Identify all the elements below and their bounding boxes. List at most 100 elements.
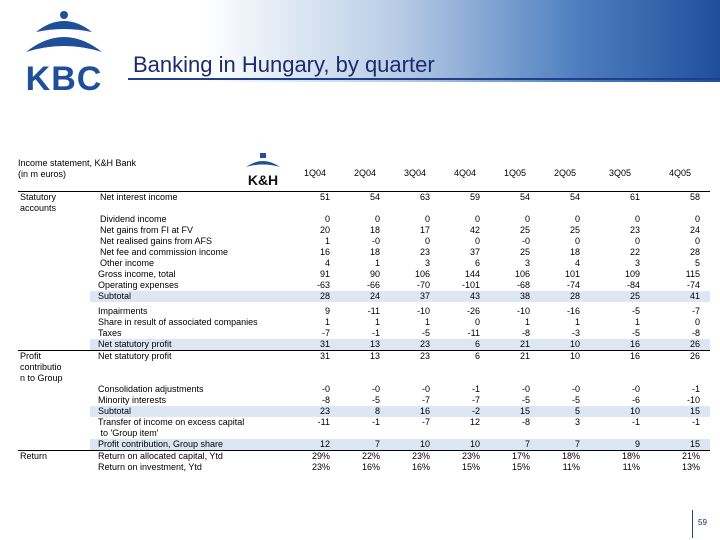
cell-value: 17% [490, 450, 540, 462]
cell-value: 0 [574, 214, 580, 224]
row-label: Gross income, total [98, 269, 176, 279]
row-label: Net realised gains from AFS [100, 236, 213, 246]
cell-value: -5 [421, 328, 430, 338]
cell-value: 1 [374, 317, 380, 327]
cell-value: -2 [440, 406, 490, 417]
cell-value: 28 [689, 247, 700, 257]
row-label: Subtotal [90, 291, 290, 302]
table-row: Net realised gains from AFS 1 -0 0 0 -0 0 0 0 [18, 236, 710, 247]
cell-value: 6 [440, 350, 490, 384]
cell-value: 0 [324, 214, 330, 224]
page-number: 59 [698, 518, 707, 527]
cell-value: 1 [324, 317, 330, 327]
cell-value: 3 [574, 417, 580, 427]
row-label: Net interest income [90, 191, 290, 214]
column-header: 3Q04 [403, 167, 427, 178]
column-header: 1Q05 [503, 167, 527, 178]
row-label: Net statutory profit [90, 350, 290, 384]
column-header: 4Q04 [453, 167, 477, 178]
row-label: Subtotal [90, 406, 290, 417]
cell-value: 0 [474, 214, 480, 224]
kh-logo-text: K&H [248, 172, 278, 188]
cell-value: -8 [521, 417, 530, 427]
cell-value: -6 [631, 395, 640, 405]
cell-value: 61 [590, 191, 650, 214]
cell-value: 63 [390, 191, 440, 214]
row-label: Dividend income [100, 214, 167, 224]
cell-value: -1 [371, 417, 380, 427]
cell-value: 54 [490, 191, 540, 214]
cell-value: 115 [685, 269, 700, 279]
row-label: Operating expenses [98, 280, 179, 290]
table-row: Consolidation adjustments -0 -0 -0 -1 -0 -0 -0 -… [18, 384, 710, 395]
cell-value: 13 [340, 339, 390, 351]
table-row: Impairments 9 -11 -10 -26 -10 -16 -5 -7 [18, 306, 710, 317]
cell-value: 23% [390, 450, 440, 462]
cell-value: -0 [631, 384, 640, 394]
cell-value: 23 [419, 247, 430, 257]
footer-rule [692, 510, 693, 538]
cell-value: 16 [590, 339, 650, 351]
cell-value: 7 [490, 439, 540, 451]
cell-value: 0 [424, 214, 430, 224]
cell-value: 51 [290, 191, 340, 214]
table-row: Operating expenses -63 -66 -70 -101 -68 -74 -84… [18, 280, 710, 291]
section-label-empty [18, 395, 90, 406]
section-label-empty [18, 462, 90, 473]
cell-value: 11% [622, 462, 640, 472]
cell-value: -7 [691, 306, 700, 316]
cell-value: 10 [540, 350, 590, 384]
cell-value: 17 [419, 225, 430, 235]
section-label-empty [18, 339, 90, 351]
cell-value: -0 [371, 384, 380, 394]
cell-value: 15 [650, 406, 710, 417]
section-label-empty [18, 236, 90, 247]
cell-value: -8 [521, 328, 530, 338]
section-label-empty [18, 280, 90, 291]
cell-value: 0 [374, 214, 380, 224]
cell-value: -0 [571, 384, 580, 394]
cell-value: 106 [414, 269, 430, 279]
row-label: Taxes [98, 328, 122, 338]
cell-value: -5 [631, 306, 640, 316]
cell-value: 16% [411, 462, 430, 472]
section-label-empty [18, 384, 90, 395]
cell-value: 7 [540, 439, 590, 451]
table-row: Subtotal 23 8 16 -2 15 5 10 15 [18, 406, 710, 417]
cell-value: 26 [650, 339, 710, 351]
cell-value: -0 [321, 384, 330, 394]
table-row: Net gains from FI at FV 20 18 17 42 25 25 23 24 [18, 225, 710, 236]
cell-value: 91 [319, 269, 330, 279]
cell-value: 1 [574, 317, 580, 327]
cell-value: -84 [626, 280, 640, 290]
row-label: Consolidation adjustments [98, 384, 204, 394]
column-header: 2Q04 [353, 167, 377, 178]
section-label-empty [18, 291, 90, 302]
cell-value: 5 [540, 406, 590, 417]
cell-value: 21 [490, 339, 540, 351]
cell-value: 58 [650, 191, 710, 214]
cell-value: -1 [631, 417, 640, 427]
cell-value: 18 [569, 247, 580, 257]
section-label: Return [18, 450, 90, 462]
cell-value: 25 [519, 225, 530, 235]
section-label-empty [18, 417, 90, 439]
cell-value: 15 [490, 406, 540, 417]
cell-value: 21% [650, 450, 710, 462]
title-rule [128, 78, 720, 80]
row-label: Minority interests [98, 395, 167, 405]
cell-value: -1 [371, 328, 380, 338]
cell-value: 12 [290, 439, 340, 451]
cell-value: 9 [324, 306, 330, 316]
cell-value: -26 [466, 306, 480, 316]
table-row: Share in result of associated companies 1… [18, 317, 710, 328]
section-label-empty [18, 269, 90, 280]
cell-value: -0 [421, 384, 430, 394]
cell-value: 54 [540, 191, 590, 214]
cell-value: 31 [290, 350, 340, 384]
cell-value: 101 [564, 269, 580, 279]
cell-value: 54 [340, 191, 390, 214]
cell-value: 15% [461, 462, 480, 472]
section-label: Statutory accounts [18, 191, 90, 214]
cell-value: 23 [290, 406, 340, 417]
